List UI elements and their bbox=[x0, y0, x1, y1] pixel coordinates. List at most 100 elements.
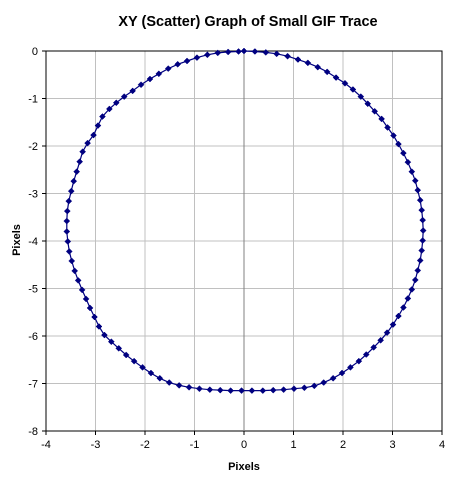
x-axis-label: Pixels bbox=[228, 461, 260, 473]
data-point bbox=[227, 387, 234, 394]
data-point bbox=[240, 47, 248, 55]
data-point bbox=[332, 74, 340, 81]
data-point bbox=[259, 387, 267, 394]
data-point bbox=[146, 75, 154, 83]
data-point bbox=[338, 369, 346, 377]
data-point bbox=[183, 57, 191, 65]
data-point bbox=[65, 197, 73, 205]
data-point bbox=[364, 100, 372, 108]
data-point bbox=[64, 238, 72, 245]
data-point bbox=[355, 357, 363, 365]
data-point bbox=[395, 140, 402, 148]
data-point bbox=[206, 386, 214, 394]
data-point bbox=[94, 122, 102, 129]
x-tick-label: -4 bbox=[41, 439, 51, 451]
data-point bbox=[377, 336, 384, 344]
data-point bbox=[76, 158, 84, 166]
data-point bbox=[329, 374, 337, 382]
data-point bbox=[137, 81, 145, 89]
data-point bbox=[70, 177, 78, 185]
data-point bbox=[90, 131, 97, 139]
data-point bbox=[214, 49, 222, 57]
data-point bbox=[384, 124, 391, 131]
y-tick-label: -2 bbox=[28, 141, 38, 153]
data-point bbox=[164, 65, 172, 72]
data-point bbox=[156, 374, 164, 382]
data-point bbox=[357, 93, 365, 100]
x-tick-label: -3 bbox=[91, 439, 101, 451]
data-point bbox=[404, 295, 412, 302]
data-point bbox=[395, 312, 402, 320]
data-point bbox=[314, 63, 322, 71]
data-point bbox=[320, 379, 328, 386]
data-point bbox=[400, 149, 407, 157]
data-point bbox=[155, 70, 163, 78]
data-point bbox=[301, 384, 308, 392]
data-point bbox=[130, 357, 138, 365]
data-point bbox=[63, 228, 71, 235]
data-point bbox=[107, 338, 115, 346]
data-point bbox=[238, 387, 245, 394]
data-points bbox=[63, 47, 427, 394]
data-point bbox=[400, 304, 407, 311]
data-point bbox=[408, 168, 416, 176]
data-point bbox=[419, 216, 427, 224]
data-point bbox=[193, 54, 201, 62]
data-point bbox=[122, 351, 130, 359]
x-tick-label: 4 bbox=[439, 439, 445, 451]
data-point bbox=[262, 49, 270, 56]
data-point bbox=[273, 50, 281, 58]
x-tick-label: 0 bbox=[241, 439, 247, 451]
axes: -4 -3 -2 -1 0 1 2 3 4 0 -1 -2 -3 -4 -5 -6 -7 -8 bbox=[28, 46, 445, 451]
data-point bbox=[347, 363, 354, 371]
y-tick-label: -6 bbox=[28, 331, 38, 343]
data-point bbox=[414, 186, 422, 194]
data-point bbox=[390, 132, 397, 139]
y-tick-label: -8 bbox=[28, 426, 38, 438]
data-point bbox=[139, 363, 146, 371]
x-tick-label: 3 bbox=[389, 439, 395, 451]
x-tick-label: 1 bbox=[290, 439, 296, 451]
data-point bbox=[389, 321, 397, 328]
data-point bbox=[67, 187, 75, 195]
data-point bbox=[99, 113, 106, 120]
data-point bbox=[284, 52, 291, 60]
data-point bbox=[68, 257, 76, 265]
data-point bbox=[418, 206, 426, 214]
y-axis-label: Pixels bbox=[11, 224, 23, 256]
data-point bbox=[323, 68, 331, 76]
y-tick-label: -7 bbox=[28, 379, 38, 391]
x-tick-label: -2 bbox=[140, 439, 150, 451]
x-tick-label: 2 bbox=[340, 439, 346, 451]
data-point bbox=[79, 148, 86, 156]
data-point bbox=[71, 267, 79, 275]
data-point bbox=[65, 248, 73, 255]
data-point bbox=[204, 51, 211, 59]
data-point bbox=[404, 158, 412, 166]
data-point bbox=[408, 286, 416, 293]
data-point bbox=[216, 386, 224, 394]
data-point bbox=[106, 105, 113, 113]
series-line bbox=[66, 50, 424, 392]
data-point bbox=[165, 379, 173, 386]
data-point bbox=[174, 60, 182, 68]
data-point bbox=[91, 313, 98, 321]
y-tick-label: -1 bbox=[28, 94, 38, 106]
data-point bbox=[224, 48, 232, 56]
data-point bbox=[196, 385, 203, 393]
x-tick-label: -1 bbox=[190, 439, 200, 451]
data-point bbox=[101, 331, 108, 339]
data-point bbox=[294, 56, 302, 63]
data-point bbox=[115, 344, 123, 352]
data-point bbox=[78, 286, 86, 294]
data-point bbox=[304, 59, 312, 67]
data-point bbox=[175, 382, 183, 389]
chart-title: XY (Scatter) Graph of Small GIF Trace bbox=[118, 14, 377, 30]
data-point bbox=[95, 323, 103, 330]
data-point bbox=[362, 351, 370, 358]
data-point bbox=[371, 107, 379, 115]
data-point bbox=[248, 387, 256, 394]
data-point bbox=[411, 276, 419, 284]
data-point bbox=[416, 257, 424, 264]
data-point bbox=[86, 304, 94, 312]
